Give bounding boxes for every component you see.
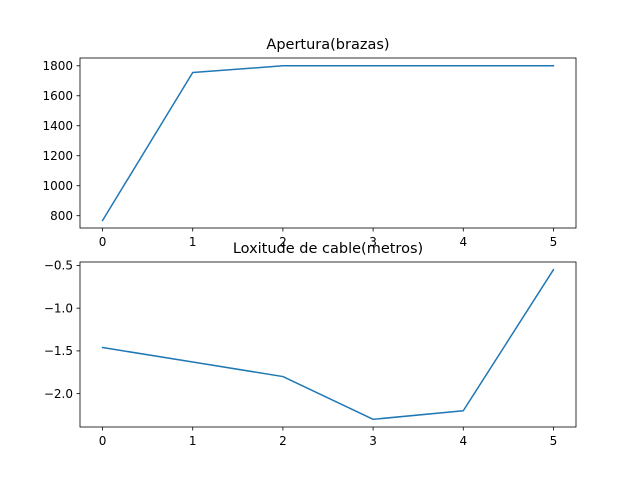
bottom-chart-axes-frame <box>79 261 577 428</box>
bottom-chart-title: Loxitude de cable(metros) <box>233 241 423 257</box>
top-chart-title: Apertura(brazas) <box>266 37 389 53</box>
bottom-chart-x-tick-label: 0 <box>99 434 107 448</box>
bottom-chart-x-tick-label: 3 <box>369 434 377 448</box>
bottom-chart-x-tick-label: 4 <box>459 434 467 448</box>
bottom-chart-y-tick-label: −0.5 <box>44 259 73 273</box>
top-chart-x-tick-label: 2 <box>279 235 287 249</box>
top-chart-axes-frame <box>79 57 577 229</box>
bottom-chart-x-tick-label: 2 <box>279 434 287 448</box>
top-chart: 0 1 2 3 4 5 800 1000 1200 1400 1600 1800 Apertura(br… <box>42 37 577 249</box>
bottom-chart: 0 1 2 3 4 5 −2.0 −1.5 −1.0 −0.5 Loxitude de cable(… <box>44 241 577 448</box>
top-chart-y-tick-label: 1800 <box>42 59 73 73</box>
bottom-chart-y-tick-label: −2.0 <box>44 387 73 401</box>
bottom-chart-y-tick-label: −1.5 <box>44 344 73 358</box>
top-chart-x-tick-label: 3 <box>369 235 377 249</box>
top-chart-y-tick-label: 800 <box>50 209 73 223</box>
top-chart-y-tick-label: 1600 <box>42 89 73 103</box>
top-chart-x-tick-label: 5 <box>550 235 558 249</box>
top-chart-y-tick-label: 1400 <box>42 119 73 133</box>
top-chart-y-tick-label: 1200 <box>42 149 73 163</box>
bottom-chart-series-line <box>101 268 555 421</box>
top-chart-x-tick-label: 4 <box>459 235 467 249</box>
bottom-chart-y-tick-label: −1.0 <box>44 301 73 315</box>
top-chart-y-tick-label: 1000 <box>42 179 73 193</box>
top-chart-x-tick-label: 1 <box>189 235 197 249</box>
top-chart-series-line <box>101 65 555 222</box>
bottom-chart-x-tick-label: 1 <box>189 434 197 448</box>
top-chart-x-tick-label: 0 <box>99 235 107 249</box>
bottom-chart-x-tick-label: 5 <box>550 434 558 448</box>
